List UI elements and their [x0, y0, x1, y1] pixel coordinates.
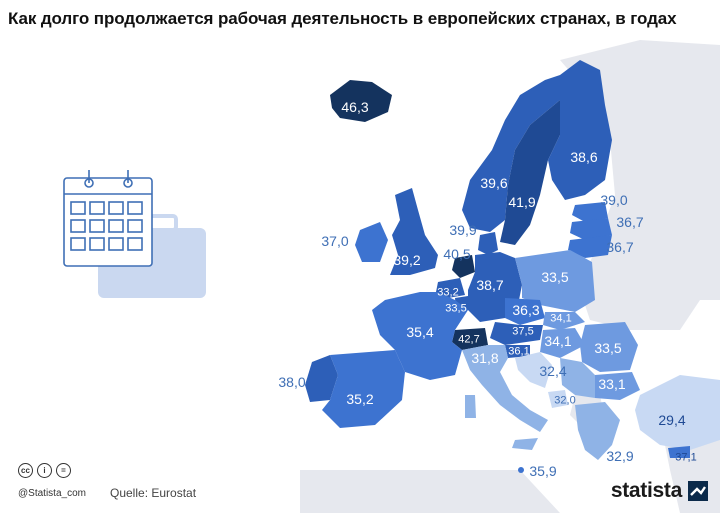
label-montenegro: 32,0 — [554, 394, 576, 407]
region-denmark — [478, 232, 498, 255]
label-lithuania: 36,7 — [606, 239, 634, 255]
region-italy — [462, 345, 548, 432]
region-czechia — [505, 298, 545, 325]
cc-icon[interactable]: cc — [18, 463, 33, 478]
region-estonia — [572, 202, 608, 222]
region-portugal — [305, 355, 338, 402]
attribution-icon[interactable]: i — [37, 463, 52, 478]
label-spain: 35,2 — [346, 391, 374, 407]
region-slovakia — [543, 312, 585, 330]
label-malta: 35,9 — [529, 463, 557, 479]
region-united-kingdom — [390, 188, 438, 275]
label-norway: 39,6 — [480, 175, 508, 191]
region-latvia — [570, 218, 612, 240]
label-finland: 38,6 — [570, 149, 598, 165]
region-greece — [575, 402, 620, 460]
label-turkey: 29,4 — [658, 412, 686, 428]
label-italy: 31,8 — [471, 350, 499, 366]
region-slovenia — [505, 345, 530, 358]
region-sweden — [500, 100, 560, 245]
region-hungary — [540, 328, 585, 358]
no-derivatives-icon[interactable]: = — [56, 463, 71, 478]
social-handle[interactable]: @Statista_com — [18, 488, 86, 499]
label-slovenia: 36,1 — [508, 345, 530, 358]
label-cyprus: 37,1 — [675, 451, 697, 464]
region-iceland — [330, 80, 392, 122]
region-turkey — [635, 375, 720, 450]
region-bulgaria — [595, 372, 640, 400]
label-united-kingdom: 39,2 — [393, 252, 421, 268]
label-ireland: 37,0 — [321, 233, 349, 249]
label-slovakia: 34,1 — [550, 312, 572, 325]
label-netherlands: 40,5 — [443, 246, 471, 262]
label-belgium: 33,2 — [437, 286, 459, 299]
region-finland — [548, 60, 612, 200]
region-poland — [515, 250, 595, 312]
label-latvia: 36,7 — [616, 214, 644, 230]
label-croatia: 32,4 — [539, 363, 567, 379]
label-greece: 32,9 — [606, 448, 634, 464]
label-iceland: 46,3 — [341, 99, 369, 115]
region-montenegro — [548, 390, 568, 408]
region-netherlands — [452, 255, 475, 278]
label-portugal: 38,0 — [278, 374, 306, 390]
label-czechia: 36,3 — [512, 302, 540, 318]
region-spain — [322, 350, 405, 428]
label-poland: 33,5 — [541, 269, 569, 285]
label-france: 35,4 — [406, 324, 434, 340]
region-lithuania — [568, 235, 612, 258]
label-luxembourg: 33,5 — [445, 302, 467, 315]
label-sweden: 41,9 — [508, 194, 536, 210]
region-ireland — [355, 222, 388, 262]
calendar-icon — [63, 170, 153, 267]
brand-name: statista — [610, 479, 682, 502]
label-switzerland: 42,7 — [458, 333, 480, 346]
label-bulgaria: 33,1 — [598, 376, 626, 392]
region-norway — [462, 75, 560, 232]
brand-logo[interactable]: statista — [611, 479, 708, 503]
region-cyprus — [668, 446, 690, 458]
region-switzerland — [452, 328, 488, 350]
region-austria — [490, 322, 543, 345]
region-malta — [518, 467, 524, 473]
region-serbia — [560, 358, 595, 398]
brand-mark-icon — [688, 481, 708, 501]
label-austria: 37,5 — [512, 325, 534, 338]
region-romania — [580, 322, 638, 372]
region-france — [372, 292, 468, 380]
region-belgium — [436, 278, 465, 298]
label-denmark: 39,9 — [449, 222, 477, 238]
land-north-africa — [300, 470, 560, 513]
land-belarus-ukraine — [580, 240, 700, 330]
source-note: Quelle: Eurostat — [110, 486, 197, 500]
label-germany: 38,7 — [476, 277, 504, 293]
footer: cc i = @Statista_com Quelle: Eurostat st… — [18, 463, 708, 503]
label-estonia: 39,0 — [600, 192, 628, 208]
page-title: Как долго продолжается рабочая деятельно… — [8, 9, 677, 28]
label-hungary: 34,1 — [544, 333, 572, 349]
region-sicily-sardinia — [465, 395, 538, 450]
label-romania: 33,5 — [594, 340, 622, 356]
region-croatia — [515, 352, 552, 388]
